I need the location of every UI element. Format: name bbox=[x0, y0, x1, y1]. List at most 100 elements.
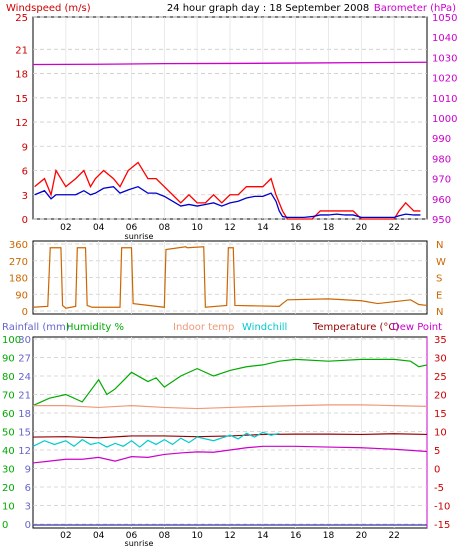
barometer-axis-title: Barometer (hPa) bbox=[374, 3, 456, 14]
windspeed-axis-title: Windspeed (m/s) bbox=[6, 3, 91, 14]
series-gust bbox=[34, 161, 421, 220]
chart1-right-tick-label: 960 bbox=[432, 195, 451, 206]
chart3-humidity-tick-label: 30 bbox=[2, 465, 15, 476]
chart3-x-tick-label: 20 bbox=[356, 531, 368, 541]
legend-entry: Dew Point bbox=[392, 322, 442, 333]
chart3-rain-tick-label: 27 bbox=[18, 354, 31, 365]
series-dewpoint bbox=[32, 445, 428, 464]
chart3-rain-tick-label: 15 bbox=[18, 428, 31, 439]
chart2-right-tick-label: N bbox=[436, 307, 443, 318]
chart3-x-tick-label: 08 bbox=[159, 531, 171, 541]
chart2-right-tick-label: E bbox=[436, 290, 442, 301]
series-humidity bbox=[32, 358, 428, 407]
chart3-humidity-tick-label: 40 bbox=[2, 446, 15, 457]
chart3-rain-tick-label: 21 bbox=[18, 391, 31, 402]
chart1-right-tick-label: 1030 bbox=[432, 53, 457, 64]
chart1-left-tick-label: 6 bbox=[22, 167, 28, 178]
chart3-x-tick-label: 18 bbox=[323, 531, 335, 541]
chart3-x-tick-label: 22 bbox=[388, 531, 399, 541]
chart1-right-tick-label: 1010 bbox=[432, 94, 457, 105]
chart3-humidity-tick-label: 20 bbox=[2, 483, 15, 494]
legend-entry: Humidity % bbox=[66, 322, 124, 333]
chart1-x-tick-label: 16 bbox=[290, 223, 302, 233]
chart1-right-tick-label: 1020 bbox=[432, 74, 457, 85]
chart3-x-tick-label: 14 bbox=[257, 531, 269, 541]
chart2-right-tick-label: W bbox=[436, 257, 446, 268]
chart1-x-tick-label: 06 bbox=[126, 223, 138, 233]
chart3-temp-tick-label: -5 bbox=[434, 483, 444, 494]
chart2-left-tick-label: 90 bbox=[15, 290, 28, 301]
chart1-left-tick-label: 18 bbox=[15, 70, 28, 81]
chart1-x-tick-label: 18 bbox=[323, 223, 335, 233]
chart1-x-tick-label: 14 bbox=[257, 223, 269, 233]
chart3-humidity-tick-label: 10 bbox=[2, 502, 15, 513]
chart3-x-tick-label: 04 bbox=[93, 531, 105, 541]
chart3-temp-tick-label: 0 bbox=[434, 465, 440, 476]
chart3-rain-tick-label: 24 bbox=[18, 372, 31, 383]
chart1-right-tick-label: 990 bbox=[432, 134, 451, 145]
chart3-temp-tick-label: 5 bbox=[434, 446, 440, 457]
chart3-humidity-tick-label: 100 bbox=[2, 335, 21, 346]
chart1-right-tick-label: 1000 bbox=[432, 114, 457, 125]
chart3-temp-tick-label: -10 bbox=[434, 502, 450, 513]
chart3-temp-tick-label: 25 bbox=[434, 372, 447, 383]
chart3-rain-tick-label: 3 bbox=[25, 502, 31, 513]
chart3-humidity-tick-label: 80 bbox=[2, 372, 15, 383]
chart1-left-tick-label: 15 bbox=[15, 94, 28, 105]
chart3-temp-tick-label: 15 bbox=[434, 409, 447, 420]
chart3-legend: Rainfall (mm)Humidity % Indoor temp Windch… bbox=[2, 322, 442, 333]
chart3-x-tick-label: 02 bbox=[60, 531, 71, 541]
legend-entry: Rainfall (mm) bbox=[2, 322, 70, 333]
chart3-x-tick-label: 10 bbox=[191, 531, 203, 541]
chart1-right-tick-label: 980 bbox=[432, 154, 451, 165]
series-barometer bbox=[32, 61, 428, 66]
series-average bbox=[34, 185, 421, 219]
legend-entry: Temperature (°C) bbox=[312, 322, 399, 333]
temperature-humidity-chart: 0 3 6 9 12 15 18 21 24 27 30 0 10 20 30 40 50 60 70 80 90 10… bbox=[2, 335, 450, 548]
chart3-humidity-tick-label: 90 bbox=[2, 354, 15, 365]
chart1-left-tick-label: 25 bbox=[15, 13, 28, 24]
chart1-left-tick-label: 9 bbox=[22, 142, 28, 153]
chart3-rain-tick-label: 9 bbox=[25, 465, 31, 476]
chart2-right-tick-label: N bbox=[436, 240, 443, 251]
chart1-left-tick-label: 0 bbox=[22, 215, 28, 226]
legend-entry: Indoor temp bbox=[173, 322, 234, 333]
chart2-right-tick-label: S bbox=[436, 274, 442, 285]
chart1-right-tick-label: 950 bbox=[432, 215, 451, 226]
chart-title: 24 hour graph day : 18 September 2008 bbox=[167, 3, 369, 14]
chart3-temp-tick-label: 30 bbox=[434, 354, 447, 365]
chart1-x-tick-label: 20 bbox=[356, 223, 368, 233]
chart3-rain-tick-label: 12 bbox=[18, 446, 31, 457]
chart3-temp-tick-label: 35 bbox=[434, 335, 447, 346]
chart3-x-tick-label: 16 bbox=[290, 531, 302, 541]
chart1-right-tick-label: 1040 bbox=[432, 33, 457, 44]
series-windchill bbox=[32, 431, 280, 448]
chart1-x-tick-label: 10 bbox=[191, 223, 203, 233]
chart2-left-tick-label: 180 bbox=[9, 274, 28, 285]
chart2-left-tick-label: 270 bbox=[9, 257, 28, 268]
chart1-x-tick-label: 12 bbox=[224, 223, 235, 233]
series-indoor bbox=[33, 404, 428, 410]
chart3-temp-tick-label: 10 bbox=[434, 428, 447, 439]
chart3-humidity-tick-label: 50 bbox=[2, 428, 15, 439]
chart3-rain-tick-label: 6 bbox=[25, 483, 31, 494]
chart3-temp-tick-label: -15 bbox=[434, 520, 450, 531]
chart1-right-tick-label: 970 bbox=[432, 175, 451, 186]
chart1-x-tick-label: 08 bbox=[159, 223, 171, 233]
chart1-sunrise-label: sunrise bbox=[125, 232, 154, 241]
chart1-left-tick-label: 21 bbox=[15, 45, 28, 56]
chart1-left-tick-label: 3 bbox=[22, 191, 28, 202]
chart3-humidity-tick-label: 0 bbox=[2, 520, 8, 531]
chart1-left-tick-label: 12 bbox=[15, 118, 28, 129]
chart1-x-tick-label: 02 bbox=[60, 223, 71, 233]
chart3-humidity-tick-label: 60 bbox=[2, 409, 15, 420]
legend-entry: Windchill bbox=[242, 322, 287, 333]
chart3-humidity-tick-label: 70 bbox=[2, 391, 15, 402]
chart3-rain-tick-label: 30 bbox=[18, 335, 31, 346]
chart3-temp-tick-label: 20 bbox=[434, 391, 447, 402]
chart1-right-tick-label: 1050 bbox=[432, 13, 457, 24]
